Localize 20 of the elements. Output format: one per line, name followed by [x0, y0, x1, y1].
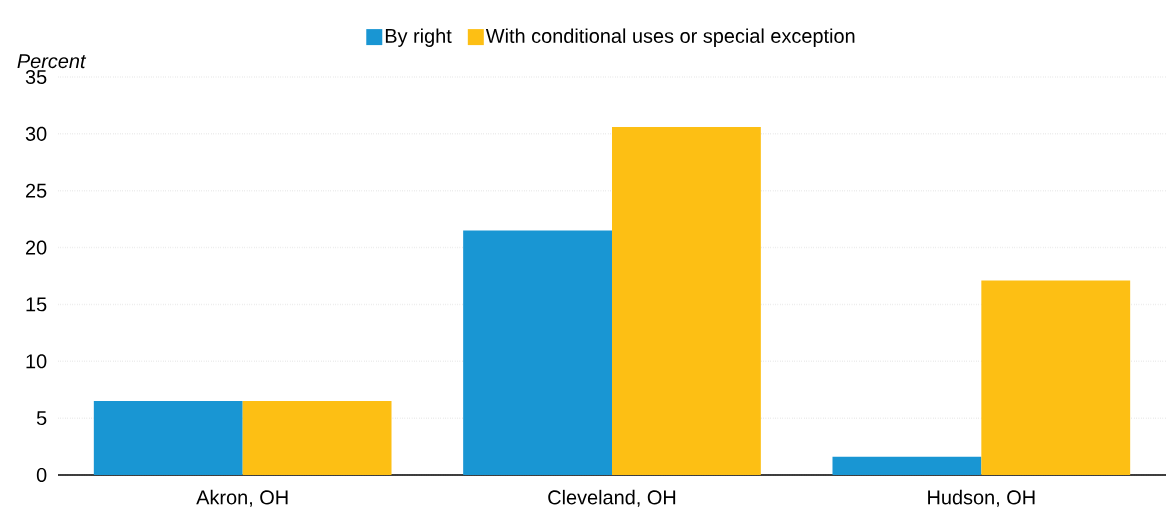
legend-label: With conditional uses or special exception: [485, 28, 855, 47]
y-tick-label: 30: [25, 126, 47, 141]
bar: [242, 401, 392, 475]
y-tick-label: 25: [26, 183, 47, 198]
y-tick-label: 20: [26, 240, 47, 255]
bar: [93, 401, 243, 475]
y-tick-label: 0: [36, 467, 47, 483]
y-tick-label: 5: [36, 411, 47, 426]
x-tick-label: Hudson, OH: [928, 489, 1035, 507]
legend-label: By right: [385, 28, 452, 47]
y-axis-title: Percent: [17, 54, 87, 69]
y-tick-label: 10: [26, 354, 47, 369]
y-tick-label: 15: [26, 297, 47, 312]
y-tick-label: 35: [25, 69, 47, 85]
bar: [832, 456, 982, 475]
x-tick-label: Akron, OH: [196, 489, 288, 507]
bar: [463, 230, 612, 475]
bar: [612, 127, 761, 475]
bar: [981, 280, 1131, 475]
x-tick-label: Cleveland, OH: [548, 489, 676, 507]
